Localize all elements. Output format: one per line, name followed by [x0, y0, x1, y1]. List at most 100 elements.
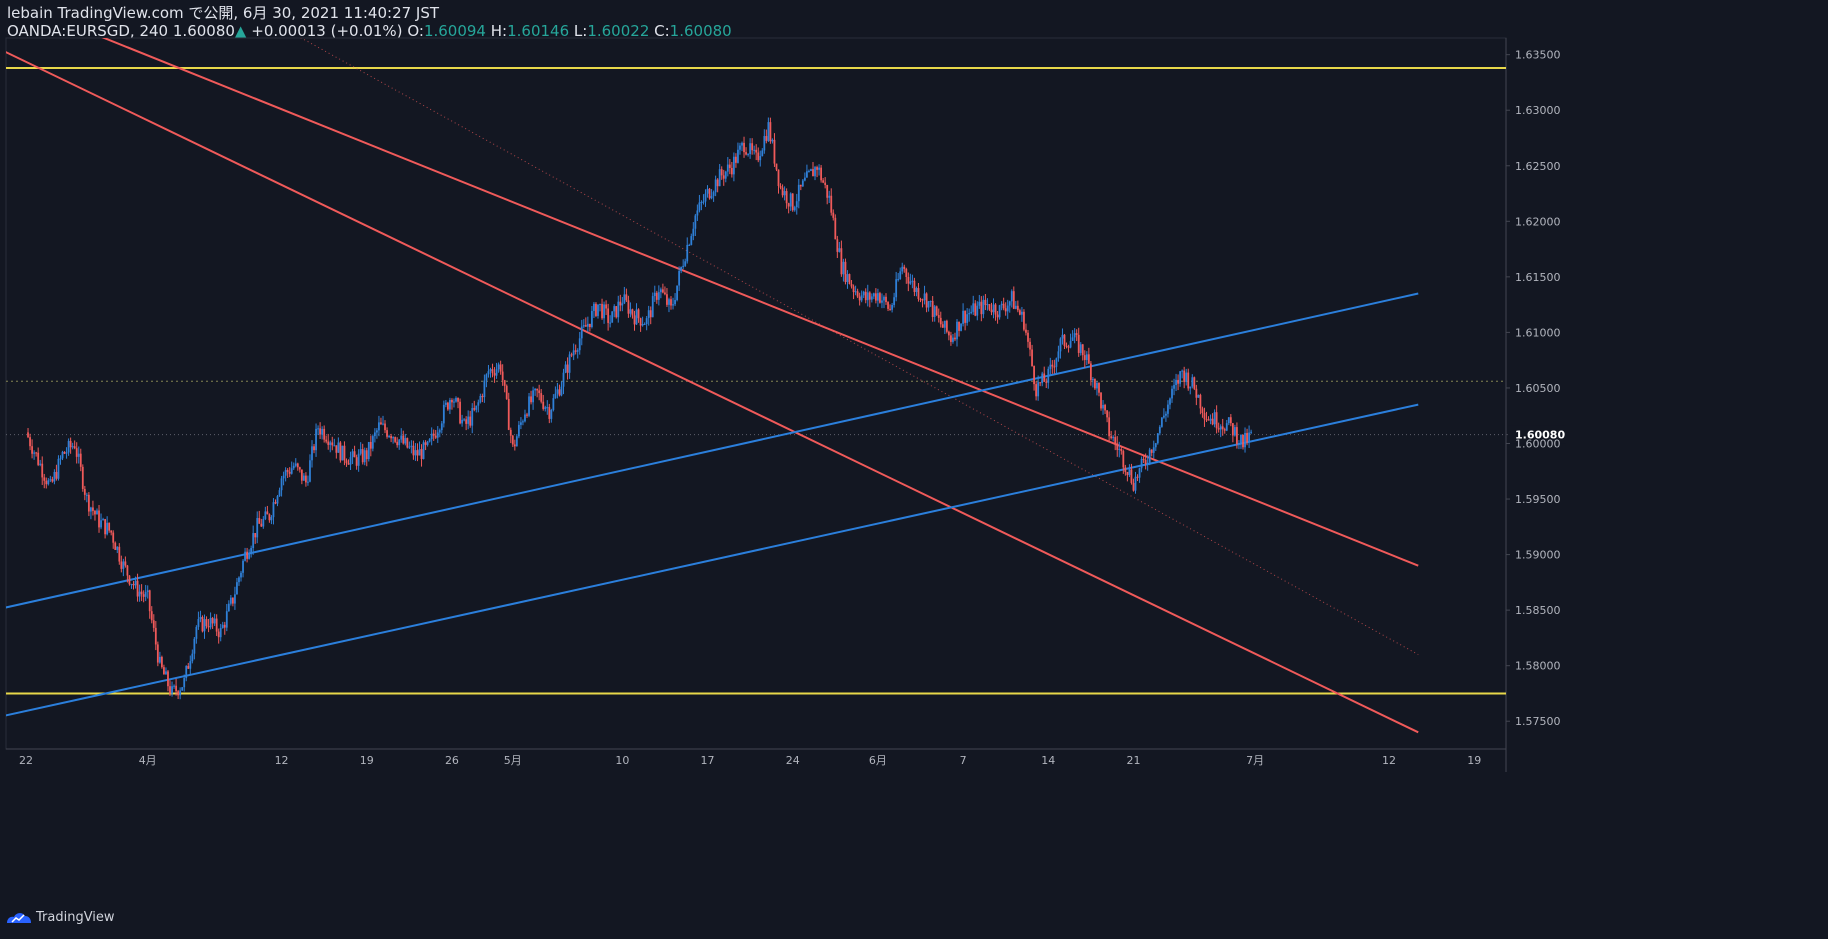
candle-up — [643, 323, 646, 325]
blue-upper-line — [6, 292, 1419, 609]
candle-down — [1018, 310, 1021, 315]
candle-up — [181, 687, 184, 691]
candle-up — [438, 430, 441, 433]
candle-up — [1213, 412, 1216, 425]
candle-up — [694, 215, 697, 229]
candle-up — [1244, 432, 1246, 448]
candle-down — [365, 450, 368, 460]
tradingview-logo-icon — [7, 912, 31, 923]
candle-down — [1016, 305, 1019, 311]
candle-down — [509, 429, 512, 436]
candle-up — [1096, 382, 1098, 389]
candle-down — [1242, 434, 1244, 448]
candle-down — [37, 452, 40, 465]
candle-up — [960, 323, 962, 331]
candle-up — [1134, 476, 1137, 491]
candle-up — [1238, 443, 1240, 445]
candle-down — [1053, 366, 1056, 368]
candle-down — [81, 466, 84, 489]
candle-down — [538, 390, 541, 394]
candle-down — [187, 665, 190, 669]
candle-up — [712, 192, 715, 196]
candle-down — [1122, 451, 1125, 468]
candle-up — [680, 266, 683, 272]
candle-up — [53, 471, 56, 482]
candle-down — [824, 182, 827, 185]
candle-up — [497, 364, 500, 370]
candle-down — [887, 302, 889, 309]
candle-down — [511, 435, 514, 445]
tradingview-footer[interactable]: TradingView — [6, 910, 115, 925]
price-axis[interactable]: 1.63500 1.63000 1.62500 1.62000 1.61500 1.610… — [1506, 49, 1566, 729]
candle-down — [1205, 419, 1208, 421]
candle-down — [469, 416, 472, 426]
candle-down — [787, 203, 790, 207]
candle-down — [661, 289, 664, 293]
price-tick-label: 1.62500 — [1515, 160, 1561, 173]
candle-up — [1209, 418, 1212, 421]
candle-down — [215, 618, 218, 632]
candle-down — [1039, 382, 1042, 384]
candle-down — [964, 310, 967, 323]
candle-down — [570, 354, 573, 356]
candle-up — [1185, 372, 1188, 382]
candle-down — [63, 451, 66, 454]
candle-up — [982, 299, 985, 315]
candle-up — [1059, 338, 1062, 352]
candle-down — [1081, 344, 1084, 356]
candle-down — [51, 479, 54, 482]
candle-up — [418, 449, 421, 456]
candle-up — [814, 167, 816, 177]
candle-up — [106, 522, 109, 535]
candle-up — [1167, 404, 1169, 414]
candle-down — [947, 331, 950, 336]
candle-up — [854, 291, 857, 293]
publish-info: lebain TradingView.com で公開, 6月 30, 2021 … — [7, 4, 440, 22]
candle-up — [1118, 448, 1121, 450]
candle-up — [33, 452, 36, 454]
candle-up — [71, 446, 74, 448]
candle-up — [67, 440, 70, 453]
candle-down — [988, 304, 991, 310]
candle-up — [400, 435, 403, 440]
candle-down — [110, 530, 113, 533]
candle-down — [836, 239, 839, 252]
plot-frame — [5, 37, 1507, 772]
candle-up — [1171, 388, 1173, 399]
candle-up — [315, 428, 317, 451]
candle-up — [759, 156, 762, 161]
candle-up — [96, 510, 98, 515]
candle-down — [879, 293, 881, 303]
candle-down — [300, 469, 303, 481]
candle-down — [390, 436, 392, 439]
candle-up — [179, 690, 182, 696]
candle-down — [1183, 370, 1186, 382]
candle-down — [858, 296, 861, 301]
candle-down — [601, 303, 603, 319]
candle-up — [373, 432, 376, 437]
time-axis[interactable]: 22 4月 12 19 26 5月 10 17 24 6月 7 14 21 7月 12 19 — [19, 754, 1481, 767]
candle-up — [1189, 386, 1192, 389]
candle-down — [670, 299, 672, 306]
candle-down — [231, 597, 234, 604]
candle-down — [207, 626, 210, 628]
candle-down — [708, 188, 711, 199]
candle-up — [915, 288, 918, 292]
candle-down — [625, 294, 628, 301]
candle-down — [1043, 373, 1046, 382]
candle-up — [682, 265, 685, 267]
candle-up — [686, 244, 689, 262]
candle-down — [503, 380, 506, 386]
red-upper-line — [101, 38, 1419, 567]
candle-down — [45, 480, 48, 485]
candle-down — [55, 471, 58, 479]
candle-up — [1073, 333, 1076, 338]
candle-down — [666, 294, 668, 305]
red-lower-line — [6, 51, 1419, 734]
candle-up — [891, 304, 893, 310]
last-price-label: 1.60080 — [1515, 429, 1565, 442]
candle-up — [455, 397, 457, 402]
candle-up — [962, 310, 964, 324]
candle-down — [1142, 458, 1145, 460]
